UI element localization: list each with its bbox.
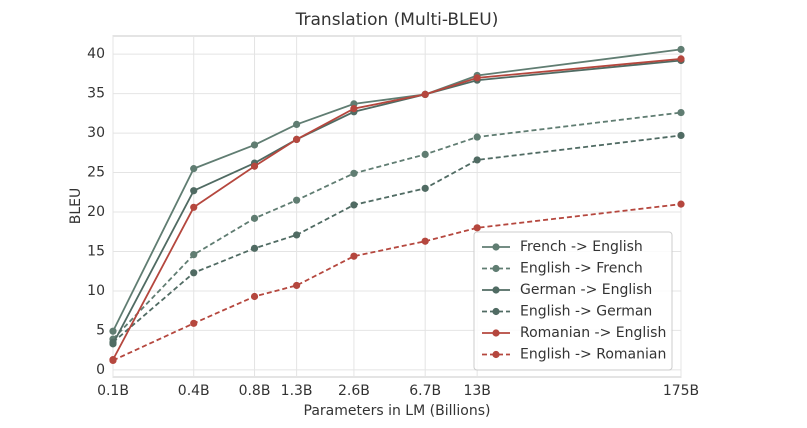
legend-label: German -> English [520, 282, 652, 298]
legend-label: Romanian -> English [520, 325, 666, 341]
point [293, 281, 301, 290]
series-line [112, 134, 682, 343]
legend-label: French -> English [520, 239, 643, 255]
point [190, 269, 198, 277]
point [190, 251, 198, 259]
point [421, 150, 429, 159]
legend-box [473, 231, 673, 371]
point [473, 156, 481, 164]
point [421, 90, 429, 99]
legend-label: English -> French [520, 261, 643, 277]
point [250, 141, 259, 149]
point [677, 200, 685, 208]
legend-marker [492, 307, 500, 316]
point [250, 162, 259, 170]
point [350, 252, 358, 260]
x-axis-label: Parameters in LM (Billions) [304, 403, 491, 419]
x-tick-label: 6.7B [409, 383, 441, 399]
point [473, 224, 481, 232]
y-tick-label: 35 [87, 86, 105, 102]
point [350, 169, 358, 177]
y-tick-label: 30 [87, 125, 105, 141]
y-axis-label: BLEU [68, 188, 84, 225]
point [473, 74, 481, 82]
legend-marker [492, 243, 500, 251]
point [293, 196, 301, 204]
legend-marker [492, 264, 500, 273]
legend-marker [492, 286, 500, 294]
point [677, 131, 685, 140]
series-line [112, 59, 682, 345]
x-tick-label: 0.4B [178, 383, 210, 399]
series-line [112, 111, 682, 340]
point [677, 108, 685, 117]
y-tick-label: 0 [96, 362, 105, 378]
point [109, 327, 117, 335]
chart-title: Translation (Multi-BLEU) [295, 10, 499, 30]
x-tick-label: 2.6B [338, 383, 370, 399]
point [293, 231, 301, 239]
y-tick-label: 20 [87, 204, 105, 220]
point [677, 45, 685, 54]
point [250, 214, 259, 222]
point [109, 338, 117, 346]
y-tick-label: 5 [96, 322, 105, 338]
point [677, 55, 685, 63]
x-tick-label: 13B [463, 383, 490, 399]
legend-label: English -> German [520, 304, 652, 320]
point [190, 165, 198, 173]
series-line [112, 57, 682, 361]
y-tick-label: 25 [87, 165, 105, 181]
legend-label: English -> Romanian [520, 347, 666, 363]
point [350, 201, 358, 209]
x-tick-label: 175B [663, 383, 699, 399]
point [473, 133, 481, 141]
y-tick-label: 10 [87, 283, 105, 299]
point [350, 105, 358, 113]
point [293, 120, 301, 129]
point [109, 356, 117, 365]
x-tick-label: 1.3B [281, 383, 313, 399]
point [250, 244, 259, 252]
point [190, 203, 198, 211]
x-tick-label: 0.1B [97, 383, 129, 399]
point [421, 237, 429, 245]
series-line [112, 203, 682, 362]
point [293, 135, 301, 144]
point [250, 292, 259, 301]
y-tick-label: 15 [87, 243, 105, 259]
y-tick-label: 40 [87, 46, 105, 62]
x-tick-label: 0.8B [239, 383, 271, 399]
legend-marker [492, 350, 500, 359]
legend-marker [492, 329, 500, 337]
point [190, 319, 198, 327]
point [421, 184, 429, 192]
series-line [112, 48, 682, 332]
point [190, 187, 198, 195]
